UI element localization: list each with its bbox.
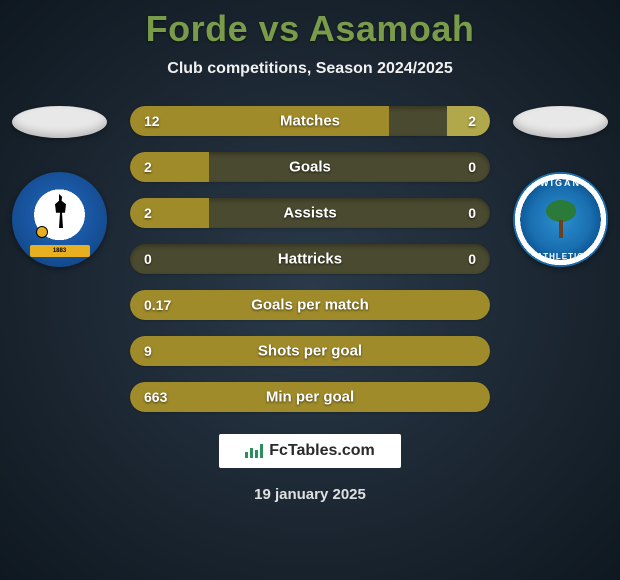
footer-brand-text: FcTables.com xyxy=(269,442,375,460)
right-team-badge: WIGAN ATHLETIC xyxy=(513,172,608,267)
stat-label: Goals per match xyxy=(251,297,369,314)
stat-value-left: 12 xyxy=(144,113,160,129)
badge-year-ribbon: 1883 xyxy=(30,245,90,257)
stat-label: Hattricks xyxy=(278,251,342,268)
stat-bar-left xyxy=(130,106,389,136)
comparison-title: Forde vs Asamoah xyxy=(146,8,475,50)
stat-row: Hattricks 0 0 xyxy=(130,244,490,274)
stat-row: Shots per goal 9 xyxy=(130,336,490,366)
stat-label: Min per goal xyxy=(266,389,354,406)
badge-tree-icon xyxy=(541,200,581,240)
stat-row: Assists 2 0 xyxy=(130,198,490,228)
stat-row: Goals per match 0.17 xyxy=(130,290,490,320)
stat-bar-left xyxy=(130,198,209,228)
right-player-head-placeholder xyxy=(513,106,608,138)
stat-value-right: 0 xyxy=(468,159,476,175)
comparison-subtitle: Club competitions, Season 2024/2025 xyxy=(167,60,452,78)
comparison-main: 1883 Matches122Goals20Assists20Hattricks… xyxy=(0,106,620,412)
right-player-column: WIGAN ATHLETIC xyxy=(508,106,613,267)
badge-text-bottom: ATHLETIC xyxy=(537,252,584,261)
footer-date: 19 january 2025 xyxy=(254,486,366,503)
stat-value-right: 0 xyxy=(468,251,476,267)
stat-row: Matches 12 2 xyxy=(130,106,490,136)
stat-value-left: 2 xyxy=(144,159,152,175)
stat-value-left: 663 xyxy=(144,389,167,405)
stats-bars-container: Matches122Goals20Assists20Hattricks00Goa… xyxy=(130,106,490,412)
stat-label: Shots per goal xyxy=(258,343,362,360)
stat-value-left: 2 xyxy=(144,205,152,221)
stat-label: Matches xyxy=(280,113,340,130)
stat-row: Min per goal 663 xyxy=(130,382,490,412)
bars-icon xyxy=(245,444,263,458)
stat-label: Assists xyxy=(283,205,336,222)
footer-brand-badge: FcTables.com xyxy=(219,434,401,468)
stat-bar-left xyxy=(130,152,209,182)
stat-row: Goals 2 0 xyxy=(130,152,490,182)
badge-silhouette-icon xyxy=(50,194,70,228)
stat-value-left: 0 xyxy=(144,251,152,267)
left-player-head-placeholder xyxy=(12,106,107,138)
stat-label: Goals xyxy=(289,159,331,176)
stat-value-left: 9 xyxy=(144,343,152,359)
left-player-column: 1883 xyxy=(7,106,112,267)
stat-value-left: 0.17 xyxy=(144,297,171,313)
badge-text-top: WIGAN xyxy=(540,178,581,188)
badge-ball-icon xyxy=(36,226,48,238)
stat-value-right: 2 xyxy=(468,113,476,129)
stat-value-right: 0 xyxy=(468,205,476,221)
left-team-badge: 1883 xyxy=(12,172,107,267)
